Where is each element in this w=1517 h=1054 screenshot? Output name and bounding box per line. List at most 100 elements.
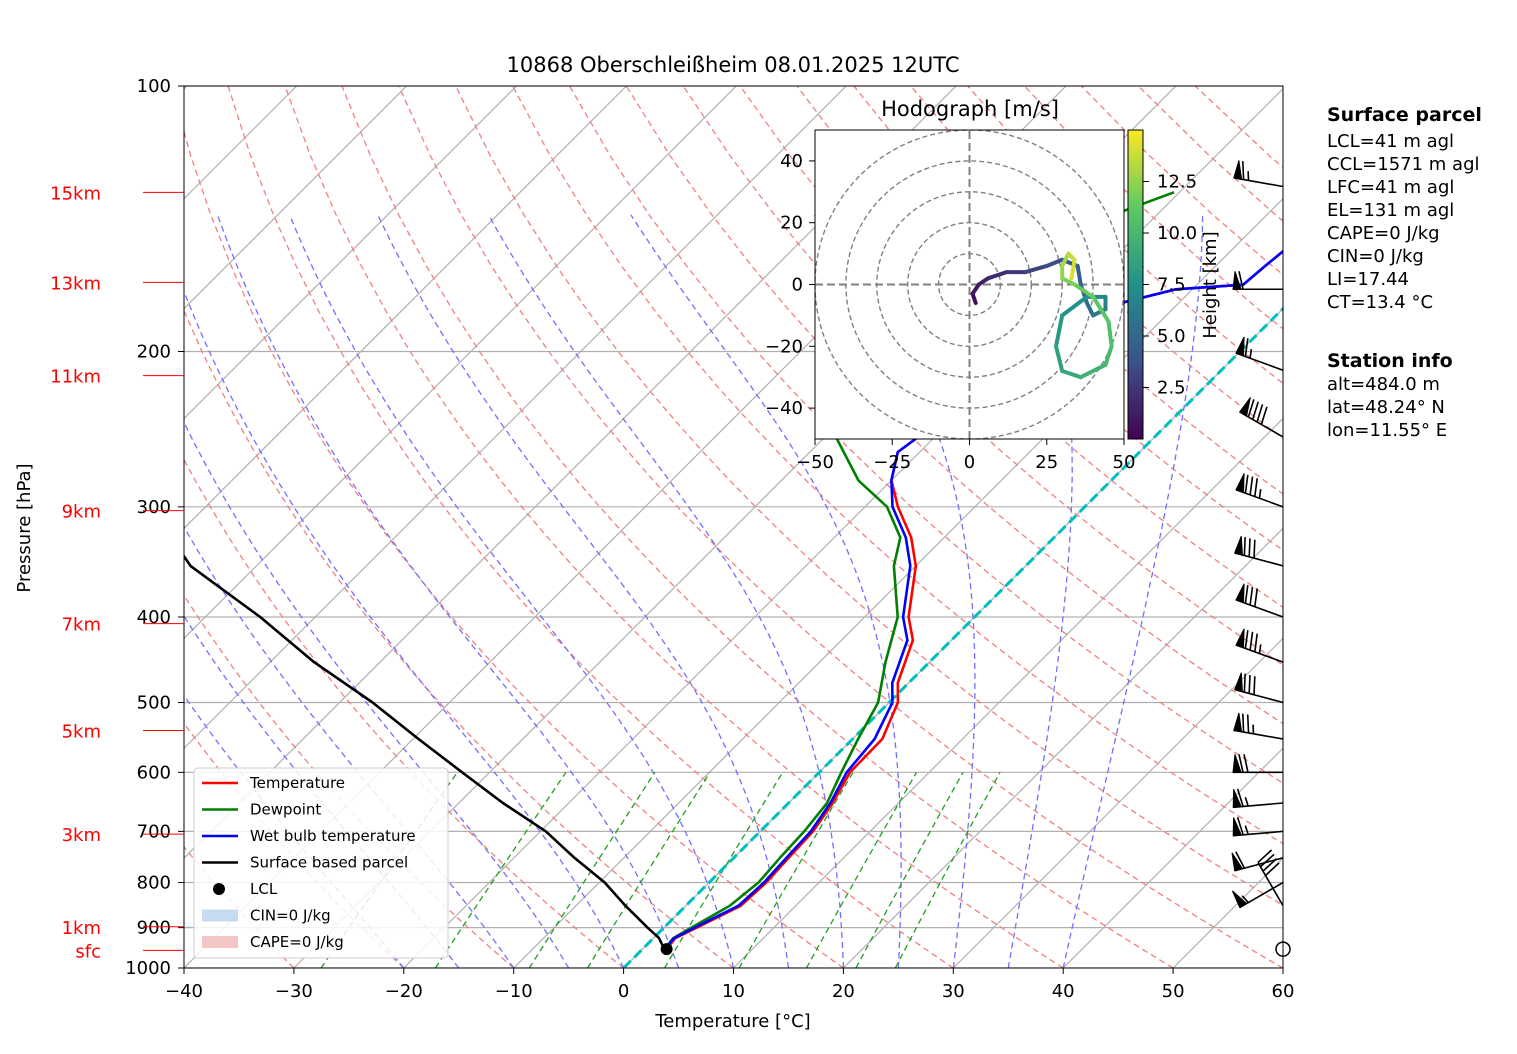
hodograph-y-tick-label: 0 — [792, 275, 803, 296]
y-tick-label: 300 — [137, 497, 171, 518]
y-tick-label: 100 — [137, 76, 171, 97]
height-label: 7km — [62, 615, 101, 636]
hodograph-y-tick-label: 40 — [780, 151, 803, 172]
x-tick-label: 50 — [1162, 981, 1185, 1002]
wind-barb — [1232, 788, 1284, 809]
wind-barb — [1231, 881, 1284, 909]
wind-barb — [1233, 712, 1284, 740]
y-tick-label: 400 — [137, 607, 171, 628]
surface-parcel-line: CT=13.4 °C — [1327, 292, 1433, 313]
moist-adiabat — [184, 421, 570, 968]
hodograph-segment — [986, 270, 1009, 281]
isotherm-line — [733, 417, 1283, 968]
wind-barb — [1235, 473, 1284, 508]
wind-barb — [1233, 160, 1284, 188]
dry-adiabat — [184, 309, 734, 968]
moist-adiabat — [289, 214, 735, 968]
legend-swatch — [202, 909, 238, 922]
moist-adiabat — [377, 214, 790, 968]
wind-barb — [1232, 271, 1283, 291]
moist-adiabat — [813, 214, 976, 968]
height-label: 15km — [50, 183, 101, 204]
y-tick-label: 500 — [137, 692, 171, 713]
lcl-point — [660, 943, 673, 956]
moist-adiabat — [1062, 214, 1204, 968]
dry-adiabat — [227, 86, 954, 968]
dry-adiabat — [184, 129, 844, 968]
hodograph-segment — [1072, 282, 1096, 299]
x-tick-label: 0 — [618, 981, 629, 1002]
hodograph-y-tick-label: −20 — [765, 336, 803, 357]
moist-adiabat — [184, 289, 625, 968]
x-tick-label: −30 — [275, 981, 313, 1002]
legend-swatch — [202, 936, 238, 948]
dry-adiabat — [512, 86, 1283, 845]
hodograph-x-tick-label: 0 — [964, 452, 975, 473]
mixing-ratio-line — [434, 771, 567, 968]
hodograph-segment — [1084, 301, 1096, 318]
colorbar-tick-label: 10.0 — [1157, 223, 1197, 244]
height-label: 13km — [50, 273, 101, 294]
isotherm-line — [952, 637, 1283, 968]
mixing-ratio-line — [894, 771, 1001, 968]
isotherm-line — [184, 86, 847, 750]
y-tick-label: 900 — [137, 918, 171, 939]
wind-barb — [1235, 336, 1284, 371]
height-label: 3km — [62, 825, 101, 846]
isotherm-line — [842, 527, 1283, 968]
legend-label: Temperature — [249, 774, 345, 792]
hodograph-x-tick-label: 25 — [1035, 452, 1058, 473]
wind-barb — [1234, 672, 1284, 704]
zero-isotherm — [622, 306, 1283, 968]
isotherm-line — [184, 86, 737, 640]
wind-barb — [1235, 583, 1284, 618]
legend: Temperature Dewpoint Wet bulb temperature S… — [193, 767, 449, 959]
dry-adiabat — [184, 458, 625, 968]
surface-parcel-line: CCL=1571 m agl — [1327, 154, 1480, 175]
wind-barb — [1235, 628, 1284, 663]
moist-adiabat — [216, 214, 680, 968]
x-tick-label: −20 — [385, 981, 423, 1002]
height-label: 11km — [50, 367, 101, 388]
height-label: 9km — [62, 502, 101, 523]
dry-adiabat — [455, 86, 1283, 906]
height-label: 5km — [62, 722, 101, 743]
isotherm-line — [184, 86, 408, 310]
mixing-ratio-line — [663, 771, 784, 968]
mixing-ratio-line — [528, 771, 656, 968]
station-info-line: lat=48.24° N — [1327, 397, 1445, 418]
moist-adiabat — [184, 525, 515, 968]
hodograph-x-tick-label: −50 — [796, 452, 834, 473]
hodograph-segment — [1075, 263, 1083, 287]
hodograph-inset: Hodograph [m/s] −50 −25 0 25 50 −40 −20 0 20 40 2… — [765, 97, 1221, 473]
station-info-line: lon=11.55° E — [1327, 420, 1447, 441]
surface-parcel-line: LI=17.44 — [1327, 269, 1409, 290]
colorbar-tick-label: 5.0 — [1157, 326, 1186, 347]
mixing-ratio-line — [738, 771, 854, 968]
chart-title: 10868 Oberschleißheim 08.01.2025 12UTC — [507, 53, 960, 77]
hodograph-segment — [1054, 313, 1065, 349]
surface-parcel-line: CIN=0 J/kg — [1327, 246, 1424, 267]
wind-barb — [1257, 849, 1284, 907]
colorbar — [1127, 129, 1144, 440]
dry-adiabat — [341, 86, 1174, 968]
colorbar-tick-label: 7.5 — [1157, 275, 1186, 296]
x-tick-label: 10 — [722, 981, 745, 1002]
y-tick-label: 1000 — [125, 958, 171, 979]
legend-label: Surface based parcel — [250, 854, 408, 872]
legend-box — [193, 767, 449, 959]
mixing-ratio-line — [586, 771, 711, 968]
legend-label: Dewpoint — [250, 801, 321, 819]
hodograph-segment — [1060, 369, 1083, 380]
isotherm-line — [1062, 747, 1283, 968]
moist-adiabat — [630, 214, 902, 968]
hodograph-title: Hodograph [m/s] — [881, 97, 1059, 121]
hodograph-segment — [1023, 263, 1049, 275]
hodograph-segment — [1091, 294, 1111, 324]
dry-adiabat — [398, 86, 1283, 968]
hodograph-segment — [1044, 257, 1065, 268]
surface-parcel-heading: Surface parcel — [1327, 104, 1482, 126]
hodograph-segment — [1054, 344, 1065, 374]
